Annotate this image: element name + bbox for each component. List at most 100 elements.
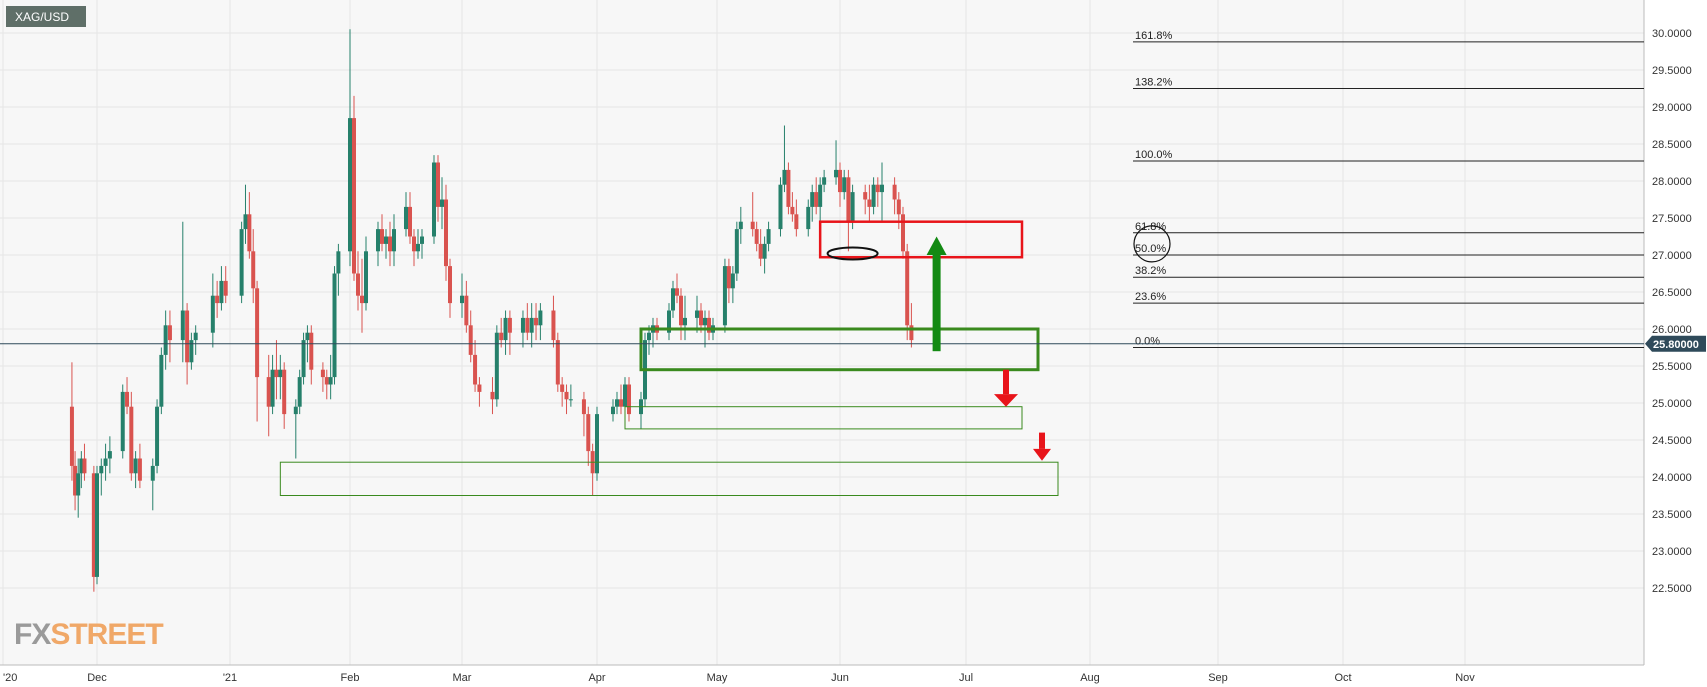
candle xyxy=(223,266,228,304)
candle xyxy=(627,377,631,422)
chart-background xyxy=(0,0,1644,665)
candle xyxy=(778,177,783,237)
candle xyxy=(564,384,569,415)
candle-body xyxy=(810,192,815,207)
candle-body xyxy=(107,451,112,459)
candle-body xyxy=(901,214,905,252)
candle xyxy=(99,458,104,496)
candle xyxy=(846,169,851,252)
y-tick-label: 25.0000 xyxy=(1652,398,1692,410)
candle-body xyxy=(73,465,78,496)
candle-body xyxy=(278,369,283,378)
candle xyxy=(619,384,623,415)
candle xyxy=(782,125,787,193)
candle-body xyxy=(750,221,755,230)
candle xyxy=(595,406,599,481)
candle xyxy=(167,310,172,363)
candle-body xyxy=(103,458,108,466)
candle-body xyxy=(762,243,767,259)
candle-body xyxy=(360,295,364,304)
candle xyxy=(251,229,256,304)
candle xyxy=(243,184,248,244)
candle-body xyxy=(129,406,134,474)
candle xyxy=(133,451,138,489)
candle xyxy=(863,184,868,215)
candle-body xyxy=(159,354,164,407)
candle xyxy=(440,177,444,230)
annotation-ellipse xyxy=(826,246,879,261)
candle xyxy=(762,236,767,274)
annotation-arrows xyxy=(926,236,1051,461)
candle-body xyxy=(223,280,228,296)
candle-body xyxy=(615,399,619,407)
candle xyxy=(734,221,739,281)
fib-label: 50.0% xyxy=(1135,243,1166,255)
candle-body xyxy=(219,280,224,304)
candle-body xyxy=(786,169,791,207)
candle-body xyxy=(79,458,84,474)
x-tick-label: '21 xyxy=(223,672,237,684)
candle-body xyxy=(838,169,842,193)
up-arrow-head xyxy=(926,236,947,255)
candle-body xyxy=(352,118,356,274)
candle xyxy=(671,280,675,318)
candle xyxy=(266,354,271,437)
up-arrow-shaft xyxy=(932,255,941,352)
y-tick-label: 22.5000 xyxy=(1652,583,1692,595)
candle xyxy=(328,354,333,400)
candle-body xyxy=(215,295,220,304)
y-tick-label: 30.0000 xyxy=(1652,28,1692,40)
candle-body xyxy=(412,236,416,252)
candle-body xyxy=(699,310,703,326)
candle xyxy=(834,140,839,185)
x-tick-label: Nov xyxy=(1455,672,1475,684)
candle xyxy=(738,206,743,244)
candle xyxy=(348,29,352,267)
candle-body xyxy=(734,229,739,274)
resistance-zone xyxy=(818,220,1024,259)
candle xyxy=(297,369,302,415)
candle-body xyxy=(806,206,811,230)
candle xyxy=(838,162,842,207)
candle-body xyxy=(239,229,244,296)
candle xyxy=(107,436,112,474)
candle-body xyxy=(189,340,194,363)
candle-body xyxy=(210,295,215,333)
candle xyxy=(120,384,125,459)
candle-body xyxy=(274,369,279,378)
candle xyxy=(503,310,508,355)
candle xyxy=(420,229,424,259)
candle-body xyxy=(440,199,444,207)
candle-body xyxy=(722,266,727,326)
candle-body xyxy=(703,317,707,326)
candle-body xyxy=(490,391,495,400)
candle-body xyxy=(137,458,142,481)
candle-body xyxy=(150,465,155,481)
fibonacci-levels: 161.8% 138.2% 100.0% 61.8% 50.0% 38.2% 23.6% 0.… xyxy=(1133,30,1644,348)
candle-body xyxy=(863,192,868,200)
candle-body xyxy=(892,184,897,200)
symbol-label: XAG/USD xyxy=(15,10,69,24)
candle-body xyxy=(520,317,525,333)
candle xyxy=(137,443,142,489)
candle xyxy=(159,347,164,415)
x-tick-label: Aug xyxy=(1080,672,1100,684)
support-zone xyxy=(624,406,1023,430)
candle-body xyxy=(155,406,160,466)
candle xyxy=(404,192,408,237)
candle-body xyxy=(320,369,325,378)
candle xyxy=(477,377,482,407)
x-tick-label: Sep xyxy=(1208,672,1228,684)
candle-body xyxy=(416,243,420,252)
candle xyxy=(794,199,799,237)
candle-body xyxy=(464,295,469,326)
candle xyxy=(758,229,763,267)
candle-body xyxy=(468,325,473,355)
x-tick-label: Oct xyxy=(1334,672,1351,684)
logo-fx: FX xyxy=(14,618,51,651)
candle-body xyxy=(255,288,260,378)
candle-body xyxy=(163,325,168,355)
candle-body xyxy=(282,369,287,415)
candle xyxy=(274,340,279,400)
